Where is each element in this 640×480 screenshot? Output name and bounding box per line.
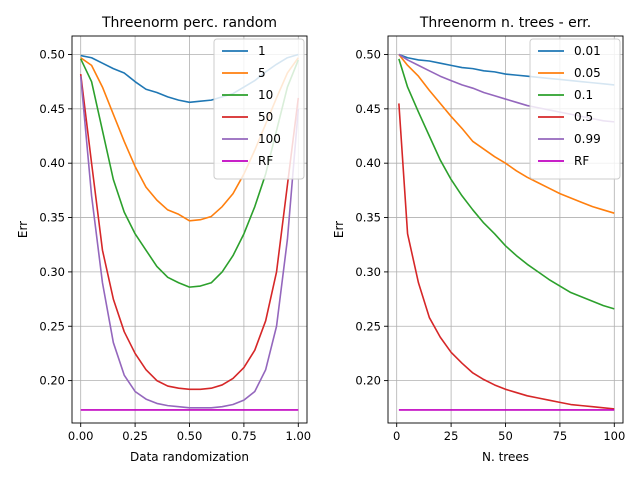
y-tick-label: 0.40 <box>355 156 381 170</box>
y-tick-label: 0.50 <box>355 47 381 61</box>
x-tick-label: 0.00 <box>68 429 94 443</box>
chart-title: Threenorm perc. random <box>101 15 277 31</box>
y-tick-label: 0.30 <box>39 265 65 279</box>
y-tick-label: 0.20 <box>355 374 381 388</box>
legend-entry: 50 <box>258 110 273 124</box>
x-tick-label: 100 <box>603 429 625 443</box>
legend-entry: 0.1 <box>574 88 593 102</box>
series-line-10 <box>79 58 300 288</box>
chart-panel-1: 0.00 0.25 0.50 0.75 1.00 0.20 0.25 0.30 0.35 0.40… <box>16 15 311 464</box>
x-tick-label: 0.25 <box>122 429 148 443</box>
x-tick-label: 0 <box>393 429 400 443</box>
legend-entry: 0.5 <box>574 110 593 124</box>
x-tick-label: 1.00 <box>285 429 311 443</box>
y-axis-label: Err <box>332 221 346 238</box>
y-tick-label: 0.45 <box>355 102 381 116</box>
y-tick-label: 0.50 <box>39 47 65 61</box>
series-line-0.5 <box>398 103 615 410</box>
legend: 0.01 0.05 0.1 0.5 0.99 RF <box>529 38 621 180</box>
y-tick-label: 0.20 <box>39 374 65 388</box>
series-line-0.1 <box>398 58 615 310</box>
series-line-50 <box>79 73 300 391</box>
x-tick-label: 75 <box>553 429 568 443</box>
x-axis-label: N. trees <box>482 450 529 464</box>
legend-entry: 0.99 <box>574 132 601 146</box>
y-tick-label: 0.25 <box>39 319 65 333</box>
y-tick-label: 0.35 <box>39 211 65 225</box>
legend-entry: 0.01 <box>574 44 601 58</box>
legend-box <box>213 38 305 180</box>
legend-entry: RF <box>574 154 589 168</box>
x-tick-label: 0.50 <box>177 429 203 443</box>
chart-panel-2: 0 25 50 75 100 0.20 0.25 0.30 0.35 0.40 0.45 0.50 Th… <box>332 15 625 464</box>
y-tick-label: 0.25 <box>355 319 381 333</box>
legend-entry: RF <box>258 154 273 168</box>
legend-entry: 1 <box>258 44 266 58</box>
legend-box <box>529 38 621 180</box>
y-tick-label: 0.45 <box>39 102 65 116</box>
y-tick-label: 0.40 <box>39 156 65 170</box>
legend-entry: 0.05 <box>574 66 601 80</box>
series-line-100 <box>79 76 300 409</box>
y-tick-label: 0.30 <box>355 265 381 279</box>
series-line-0.05 <box>398 53 615 214</box>
x-axis-label: Data randomization <box>130 450 249 464</box>
y-axis-label: Err <box>16 221 30 238</box>
chart-title: Threenorm n. trees - err. <box>419 15 591 31</box>
legend-entry: 100 <box>258 132 281 146</box>
y-tick-label: 0.35 <box>355 211 381 225</box>
legend-entry: 5 <box>258 66 266 80</box>
x-tick-label: 0.75 <box>231 429 257 443</box>
legend-entry: 10 <box>258 88 273 102</box>
x-tick-label: 25 <box>444 429 459 443</box>
legend: 1 5 10 50 100 RF <box>213 38 305 180</box>
x-tick-label: 50 <box>498 429 513 443</box>
